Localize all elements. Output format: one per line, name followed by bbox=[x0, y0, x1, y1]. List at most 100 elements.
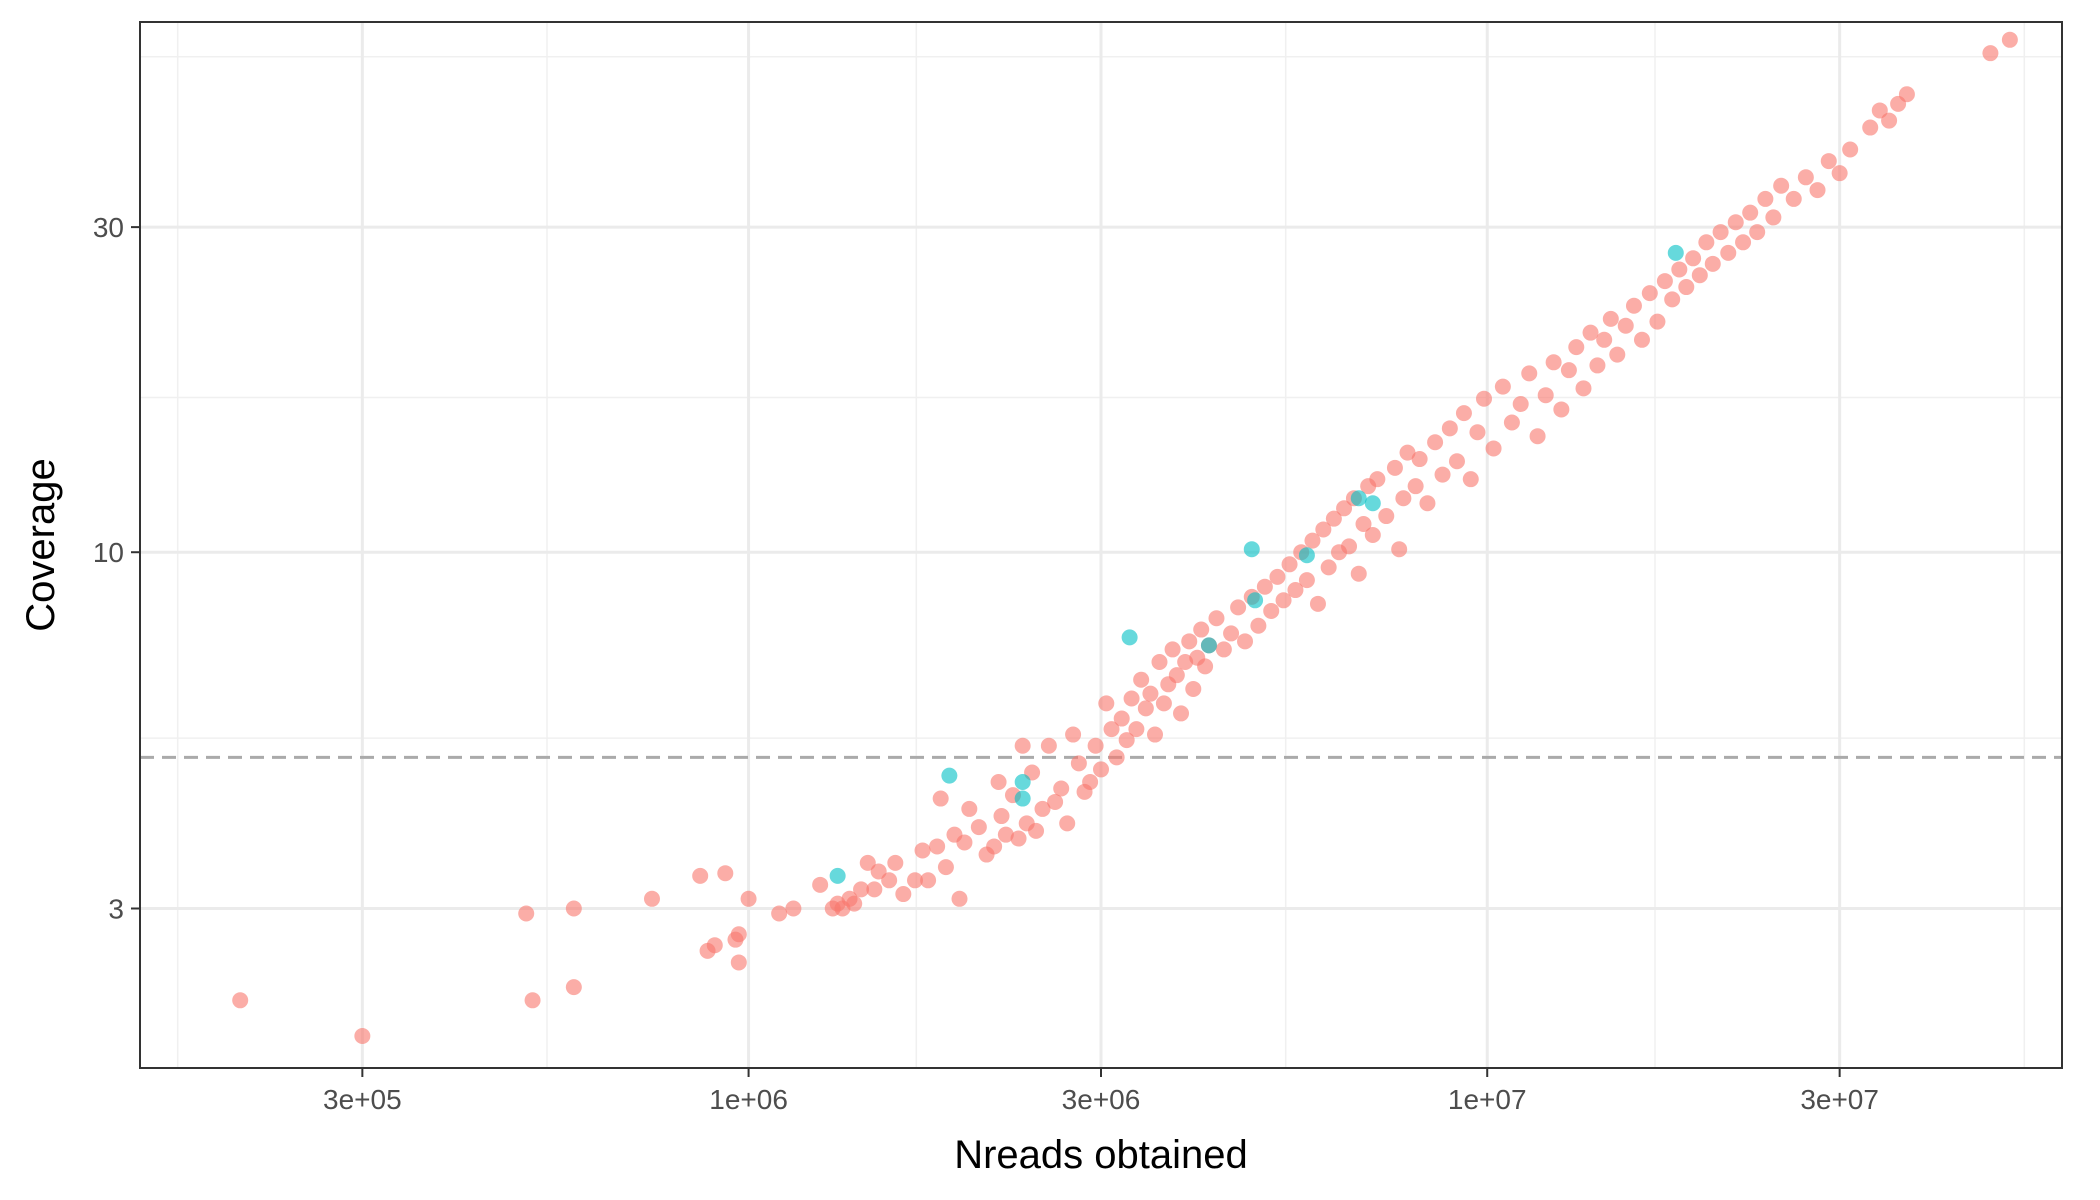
data-point-teal bbox=[1364, 495, 1381, 512]
data-point-red bbox=[1656, 273, 1673, 290]
data-point-red bbox=[1103, 721, 1120, 738]
data-point-red bbox=[1147, 726, 1164, 743]
data-point-teal bbox=[829, 867, 846, 884]
data-point-red bbox=[692, 867, 709, 884]
data-point-red bbox=[565, 979, 582, 996]
data-point-red bbox=[1553, 401, 1570, 418]
x-tick-label: 3e+07 bbox=[1800, 1084, 1879, 1115]
data-point-red bbox=[1287, 582, 1304, 599]
data-point-red bbox=[1512, 396, 1529, 413]
data-point-red bbox=[1485, 440, 1502, 457]
data-point-red bbox=[1098, 695, 1115, 712]
data-point-red bbox=[1391, 541, 1408, 558]
data-point-red bbox=[1871, 102, 1888, 119]
data-point-red bbox=[937, 859, 954, 876]
data-point-red bbox=[1411, 451, 1428, 468]
data-point-red bbox=[1336, 500, 1353, 517]
data-point-red bbox=[1757, 190, 1774, 207]
data-point-red bbox=[859, 854, 876, 871]
data-point-red bbox=[1250, 617, 1267, 634]
data-point-red bbox=[1407, 478, 1424, 495]
data-point-red bbox=[1862, 119, 1879, 136]
data-point-red bbox=[1010, 830, 1027, 847]
y-axis-title: Coverage bbox=[19, 458, 63, 631]
data-point-red bbox=[1014, 737, 1031, 754]
tick-labels: 3e+05 1e+06 3e+06 1e+07 3e+07 3 10 30 bbox=[93, 212, 1879, 1115]
data-point-red bbox=[1691, 267, 1708, 284]
data-point-red bbox=[914, 842, 931, 859]
data-point-teal bbox=[1200, 637, 1217, 654]
data-point-red bbox=[1596, 331, 1613, 348]
data-point-teal bbox=[1350, 490, 1367, 507]
data-point-red bbox=[1177, 654, 1194, 671]
data-point-red bbox=[1475, 390, 1492, 407]
data-point-red bbox=[1237, 633, 1254, 650]
data-point-teal bbox=[1667, 244, 1684, 261]
data-point-red bbox=[740, 890, 757, 907]
data-point-red bbox=[1521, 365, 1538, 382]
data-point-red bbox=[1742, 204, 1759, 221]
data-point-red bbox=[1785, 190, 1802, 207]
data-point-red bbox=[232, 992, 249, 1009]
data-point-red bbox=[1671, 261, 1688, 278]
data-point-red bbox=[1735, 234, 1752, 251]
data-point-red bbox=[1304, 532, 1321, 549]
data-point-red bbox=[1704, 255, 1721, 272]
data-point-red bbox=[354, 1027, 371, 1044]
data-point-red bbox=[2001, 31, 2018, 48]
data-point-red bbox=[1281, 556, 1298, 573]
y-tick-label: 30 bbox=[93, 212, 124, 243]
data-point-red bbox=[1649, 313, 1666, 330]
x-tick-label: 3e+06 bbox=[1062, 1084, 1141, 1115]
data-point-red bbox=[1386, 459, 1403, 476]
data-point-red bbox=[1341, 538, 1358, 555]
data-point-teal bbox=[1298, 547, 1315, 564]
data-point-red bbox=[1208, 610, 1225, 627]
data-point-red bbox=[1582, 324, 1599, 341]
data-point-red bbox=[1181, 633, 1198, 650]
data-point-red bbox=[1193, 621, 1210, 638]
data-point-red bbox=[956, 834, 973, 851]
data-point-red bbox=[887, 854, 904, 871]
data-point-red bbox=[1168, 667, 1185, 684]
data-point-red bbox=[1128, 721, 1145, 738]
data-point-red bbox=[1455, 405, 1472, 422]
data-point-red bbox=[1529, 428, 1546, 445]
data-point-red bbox=[1589, 357, 1606, 374]
data-point-red bbox=[1355, 516, 1372, 533]
data-point-red bbox=[1617, 317, 1634, 334]
data-point-red bbox=[853, 881, 870, 898]
data-point-red bbox=[1315, 521, 1332, 538]
data-point-red bbox=[1537, 387, 1554, 404]
data-point-red bbox=[990, 774, 1007, 791]
data-point-red bbox=[846, 895, 863, 912]
data-point-red bbox=[961, 800, 978, 817]
data-point-red bbox=[1034, 800, 1051, 817]
data-point-red bbox=[771, 905, 788, 922]
data-point-red bbox=[1633, 331, 1650, 348]
data-point-red bbox=[1898, 86, 1915, 103]
data-point-red bbox=[1173, 705, 1190, 722]
data-point-teal bbox=[1247, 592, 1264, 609]
data-point-red bbox=[1325, 510, 1342, 527]
data-point-red bbox=[1494, 378, 1511, 395]
data-point-red bbox=[1155, 695, 1172, 712]
data-point-red bbox=[1625, 297, 1642, 314]
data-point-red bbox=[1797, 169, 1814, 186]
data-point-red bbox=[1469, 424, 1486, 441]
data-point-red bbox=[970, 819, 987, 836]
data-point-red bbox=[1982, 45, 1999, 62]
data-point-red bbox=[1070, 755, 1087, 772]
data-point-red bbox=[1185, 680, 1202, 697]
data-point-red bbox=[1434, 466, 1451, 483]
data-point-red bbox=[1685, 250, 1702, 267]
minor-gridlines bbox=[140, 22, 2062, 1068]
data-point-red bbox=[1350, 565, 1367, 582]
data-point-red bbox=[1256, 578, 1273, 595]
data-point-red bbox=[1369, 471, 1386, 488]
data-point-red bbox=[1223, 625, 1240, 642]
x-tick-label: 1e+07 bbox=[1448, 1084, 1527, 1115]
data-point-red bbox=[1047, 793, 1064, 810]
